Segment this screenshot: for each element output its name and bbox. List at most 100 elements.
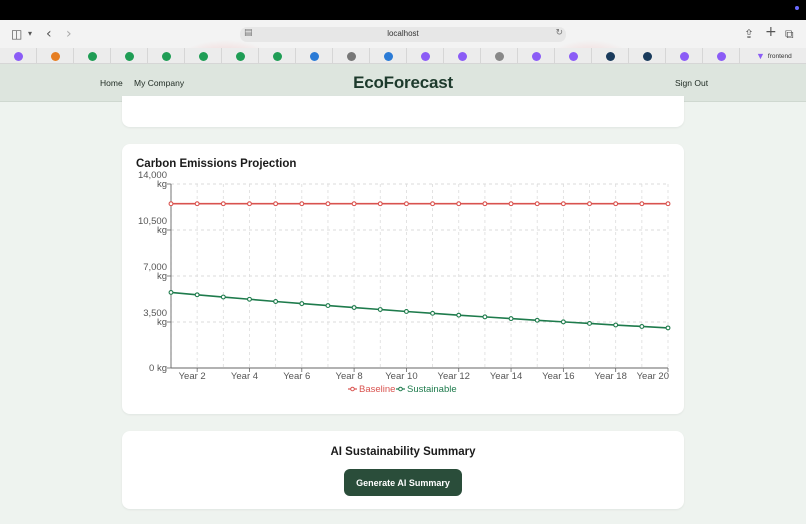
forward-icon[interactable]: › [66, 26, 72, 42]
share-icon[interactable]: ⇪ [744, 27, 755, 41]
reload-icon[interactable]: ↻ [555, 28, 563, 38]
data-point [377, 307, 383, 312]
data-point [613, 322, 619, 328]
bookmark-item[interactable] [444, 48, 481, 64]
bookmark-item[interactable] [555, 48, 592, 64]
bookmark-favicon-icon [124, 51, 134, 61]
data-point [194, 201, 200, 207]
bookmark-favicon-icon [50, 51, 60, 61]
bookmark-item[interactable] [592, 48, 629, 64]
bookmark-item[interactable] [0, 48, 37, 64]
data-point [587, 201, 592, 207]
sidebar-icon[interactable]: ◫ [11, 27, 23, 41]
x-tick-label: Year 4 [231, 371, 258, 382]
bookmark-item[interactable] [37, 48, 74, 64]
bookmark-item[interactable] [407, 48, 444, 64]
bookmark-favicon-icon [272, 51, 282, 61]
data-point [273, 201, 279, 207]
bookmark-item[interactable] [185, 48, 222, 64]
bookmark-item[interactable] [481, 48, 518, 64]
address-bar[interactable]: ▤ localhost ↻ [240, 27, 566, 42]
bookmark-item[interactable] [74, 48, 111, 64]
data-point [247, 296, 252, 302]
x-tick-label: Year 8 [336, 371, 363, 382]
y-tick-label: 0 kg [149, 363, 167, 374]
bookmarks-bar: ▼ frontend [0, 48, 806, 64]
system-top-bar [0, 0, 806, 20]
bookmark-item[interactable] [333, 48, 370, 64]
sign-out-link[interactable]: Sign Out [675, 78, 709, 88]
legend-marker [398, 386, 403, 392]
data-point [403, 201, 409, 207]
chevron-down-icon[interactable]: ▾ [28, 29, 33, 38]
data-point [482, 201, 488, 207]
data-point [587, 320, 592, 326]
data-point [351, 305, 357, 310]
data-point [665, 201, 671, 207]
bookmark-item[interactable] [703, 48, 740, 64]
bookmark-favicon-icon [494, 51, 504, 61]
data-point [534, 201, 540, 207]
bookmark-frontend[interactable]: ▼ frontend [748, 48, 806, 64]
data-point [508, 201, 514, 207]
data-point [299, 301, 305, 307]
bookmark-favicon-icon [13, 51, 23, 61]
series-line [170, 291, 669, 329]
data-point [482, 314, 488, 320]
y-tick-label: 14,000 [138, 170, 167, 181]
data-point [456, 312, 462, 318]
data-point [639, 201, 645, 207]
bookmark-favicon-icon [235, 51, 245, 61]
data-point [534, 317, 540, 323]
legend-marker [350, 386, 355, 392]
data-point [351, 201, 357, 207]
chart-card: Carbon Emissions Projection 0 kg 3,500 kg 7… [122, 144, 684, 414]
y-tick-label: 10,500 [138, 216, 167, 227]
data-point [273, 299, 279, 304]
tabs-icon[interactable]: ⧉ [785, 27, 794, 41]
brand-logo-wrap: EcoForecast [0, 73, 806, 93]
data-point [403, 309, 409, 314]
ai-summary-title: AI Sustainability Summary [330, 446, 476, 458]
brand-logo[interactable]: EcoForecast [353, 73, 453, 92]
data-point [220, 201, 226, 207]
data-point [168, 201, 174, 207]
y-tick-label: kg [157, 179, 167, 190]
bookmark-favicon-icon [309, 51, 319, 61]
page-icon: ▤ [244, 28, 253, 38]
nav-company-link[interactable]: My Company [134, 78, 185, 88]
bookmark-item[interactable] [259, 48, 296, 64]
plus-icon[interactable]: + [765, 24, 777, 40]
bookmark-item[interactable] [666, 48, 703, 64]
bookmark-item[interactable] [111, 48, 148, 64]
bookmark-item[interactable] [629, 48, 666, 64]
bookmark-favicon-icon [346, 51, 356, 61]
data-point [665, 325, 671, 331]
bookmark-favicon-icon [161, 51, 171, 61]
url-text[interactable]: localhost [387, 29, 419, 38]
bookmark-favicon-icon [642, 51, 652, 61]
nav-home-link[interactable]: Home [100, 78, 123, 88]
data-point [430, 310, 436, 316]
bookmark-favicon-icon [679, 51, 689, 61]
x-tick-label: Year 20 [637, 371, 669, 382]
bookmark-item[interactable] [148, 48, 185, 64]
legend-label: Baseline [359, 384, 395, 395]
bookmark-favicon-icon [457, 51, 467, 61]
data-point [639, 324, 645, 329]
bookmark-item[interactable] [370, 48, 407, 64]
data-point [508, 316, 514, 322]
bookmark-item[interactable] [296, 48, 333, 64]
back-icon[interactable]: ‹ [46, 26, 52, 42]
bookmark-favicon-icon [198, 51, 208, 61]
bookmark-item[interactable] [222, 48, 259, 64]
data-point [247, 201, 252, 207]
x-tick-label: Year 12 [438, 371, 470, 382]
x-tick-label: Year 6 [283, 371, 310, 382]
generate-ai-summary-button[interactable]: Generate AI Summary [344, 469, 462, 496]
app-navbar: Home My Company EcoForecast Sign Out [0, 64, 806, 102]
legend-label: Sustainable [407, 384, 457, 395]
y-tick-label: 3,500 [143, 308, 167, 319]
bookmark-item[interactable] [518, 48, 555, 64]
